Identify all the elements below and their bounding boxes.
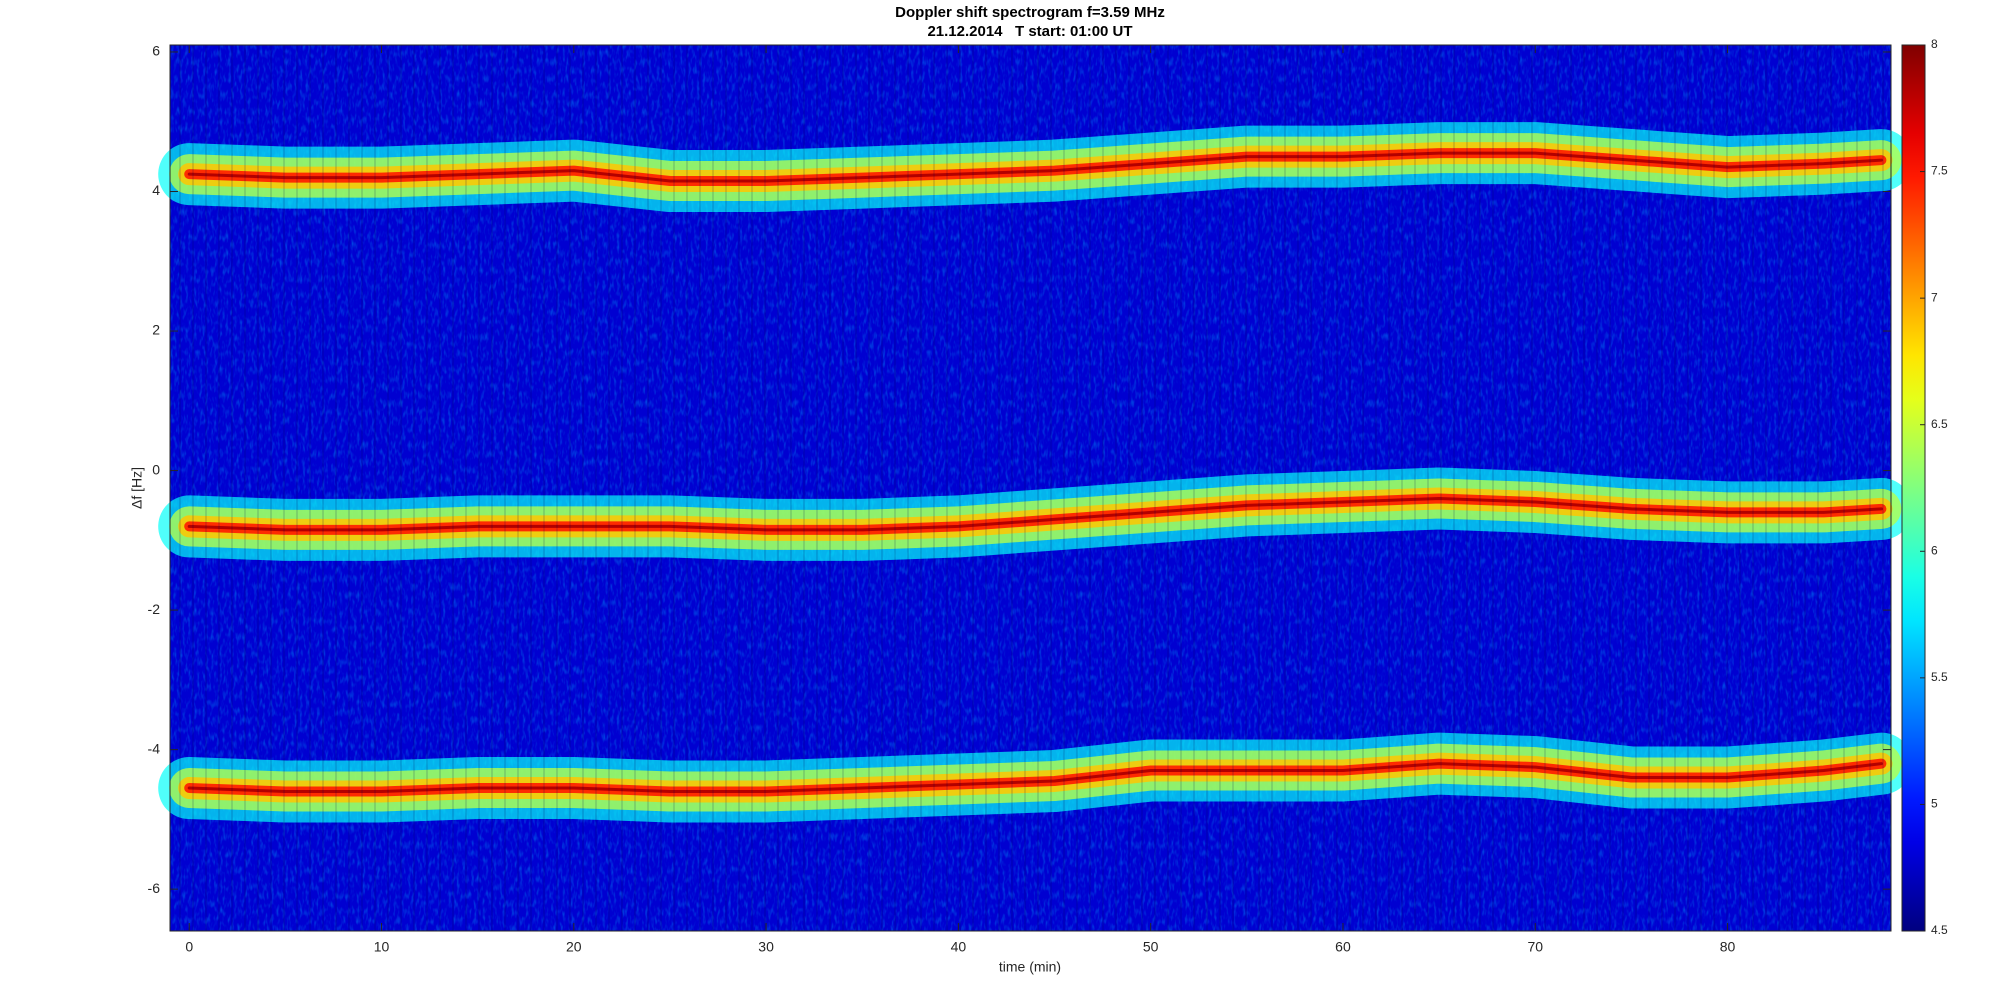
y-tick-label: -6	[148, 880, 161, 896]
colorbar-tick-label: 7	[1931, 290, 1938, 304]
x-tick-label: 80	[1720, 939, 1736, 955]
spectral-band	[187, 762, 1883, 793]
y-tick-label: 6	[152, 43, 160, 59]
colorbar-tick-label: 8	[1931, 37, 1938, 51]
y-tick-label: -2	[148, 601, 161, 617]
x-axis-label: time (min)	[999, 959, 1061, 975]
colorbar-tick-label: 6.5	[1931, 417, 1948, 431]
y-tick-label: 0	[152, 461, 160, 477]
spectral-band	[187, 151, 1883, 183]
x-tick-label: 70	[1527, 939, 1543, 955]
colorbar-tick-label: 5.5	[1931, 670, 1948, 684]
colorbar-tick-label: 6	[1931, 543, 1938, 557]
x-tick-label: 0	[185, 939, 193, 955]
x-tick-label: 10	[374, 939, 390, 955]
chart-title: Doppler shift spectrogram f=3.59 MHz	[895, 4, 1165, 21]
x-tick-label: 50	[1143, 939, 1159, 955]
plot-frame	[169, 44, 1892, 932]
x-tick-label: 30	[758, 939, 774, 955]
y-axis-label: Δf [Hz]	[129, 467, 145, 509]
spectral-band	[187, 497, 1883, 532]
y-tick-label: 4	[152, 182, 160, 198]
chart-subtitle: 21.12.2014 T start: 01:00 UT	[927, 23, 1132, 40]
colorbar	[1901, 44, 1926, 932]
colorbar-tick-label: 4.5	[1931, 923, 1948, 937]
y-tick-label: 2	[152, 322, 160, 338]
colorbar-tick-label: 7.5	[1931, 164, 1948, 178]
colorbar-tick-label: 5	[1931, 797, 1938, 811]
x-tick-label: 40	[951, 939, 967, 955]
x-tick-label: 20	[566, 939, 582, 955]
x-tick-label: 60	[1335, 939, 1351, 955]
y-tick-label: -4	[148, 740, 161, 756]
